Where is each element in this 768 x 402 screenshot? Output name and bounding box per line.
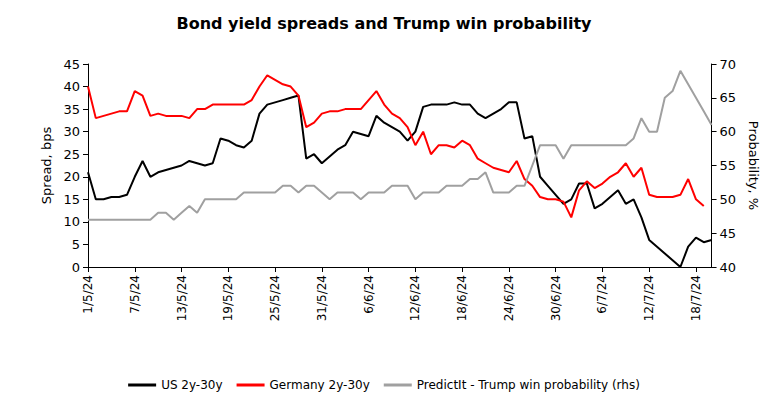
svg-text:1/5/24: 1/5/24 <box>81 275 95 314</box>
svg-text:Probability, %: Probability, % <box>746 121 761 210</box>
svg-text:40: 40 <box>720 260 737 275</box>
svg-text:10: 10 <box>63 214 80 229</box>
svg-text:31/5/24: 31/5/24 <box>315 275 329 321</box>
svg-text:24/6/24: 24/6/24 <box>502 275 516 321</box>
svg-text:Germany 2y-30y: Germany 2y-30y <box>270 378 370 392</box>
svg-text:50: 50 <box>720 192 737 207</box>
svg-text:6/6/24: 6/6/24 <box>362 275 376 314</box>
svg-text:6/7/24: 6/7/24 <box>595 275 609 314</box>
svg-text:Spread, bps: Spread, bps <box>39 127 54 205</box>
svg-text:19/5/24: 19/5/24 <box>221 275 235 321</box>
svg-text:7/5/24: 7/5/24 <box>128 275 142 314</box>
svg-text:12/7/24: 12/7/24 <box>642 275 656 321</box>
svg-text:5: 5 <box>72 237 80 252</box>
svg-text:Bond yield spreads and Trump w: Bond yield spreads and Trump win probabi… <box>176 14 592 33</box>
svg-text:35: 35 <box>63 102 80 117</box>
svg-text:70: 70 <box>720 57 737 72</box>
svg-text:40: 40 <box>63 79 80 94</box>
svg-text:13/5/24: 13/5/24 <box>175 275 189 321</box>
svg-text:18/6/24: 18/6/24 <box>455 275 469 321</box>
svg-text:18/7/24: 18/7/24 <box>689 275 703 321</box>
svg-text:60: 60 <box>720 124 737 139</box>
svg-text:45: 45 <box>63 57 80 72</box>
svg-text:65: 65 <box>720 90 737 105</box>
svg-text:30/6/24: 30/6/24 <box>549 275 563 321</box>
svg-text:20: 20 <box>63 169 80 184</box>
svg-text:55: 55 <box>720 158 737 173</box>
svg-text:PredictIt - Trump win probabil: PredictIt - Trump win probability (rhs) <box>417 378 640 392</box>
svg-text:30: 30 <box>63 124 80 139</box>
svg-text:25: 25 <box>63 147 80 162</box>
svg-text:15: 15 <box>63 192 80 207</box>
svg-text:US 2y-30y: US 2y-30y <box>161 378 222 392</box>
svg-text:0: 0 <box>72 260 80 275</box>
svg-text:12/6/24: 12/6/24 <box>408 275 422 321</box>
svg-text:45: 45 <box>720 226 737 241</box>
svg-text:25/5/24: 25/5/24 <box>268 275 282 321</box>
